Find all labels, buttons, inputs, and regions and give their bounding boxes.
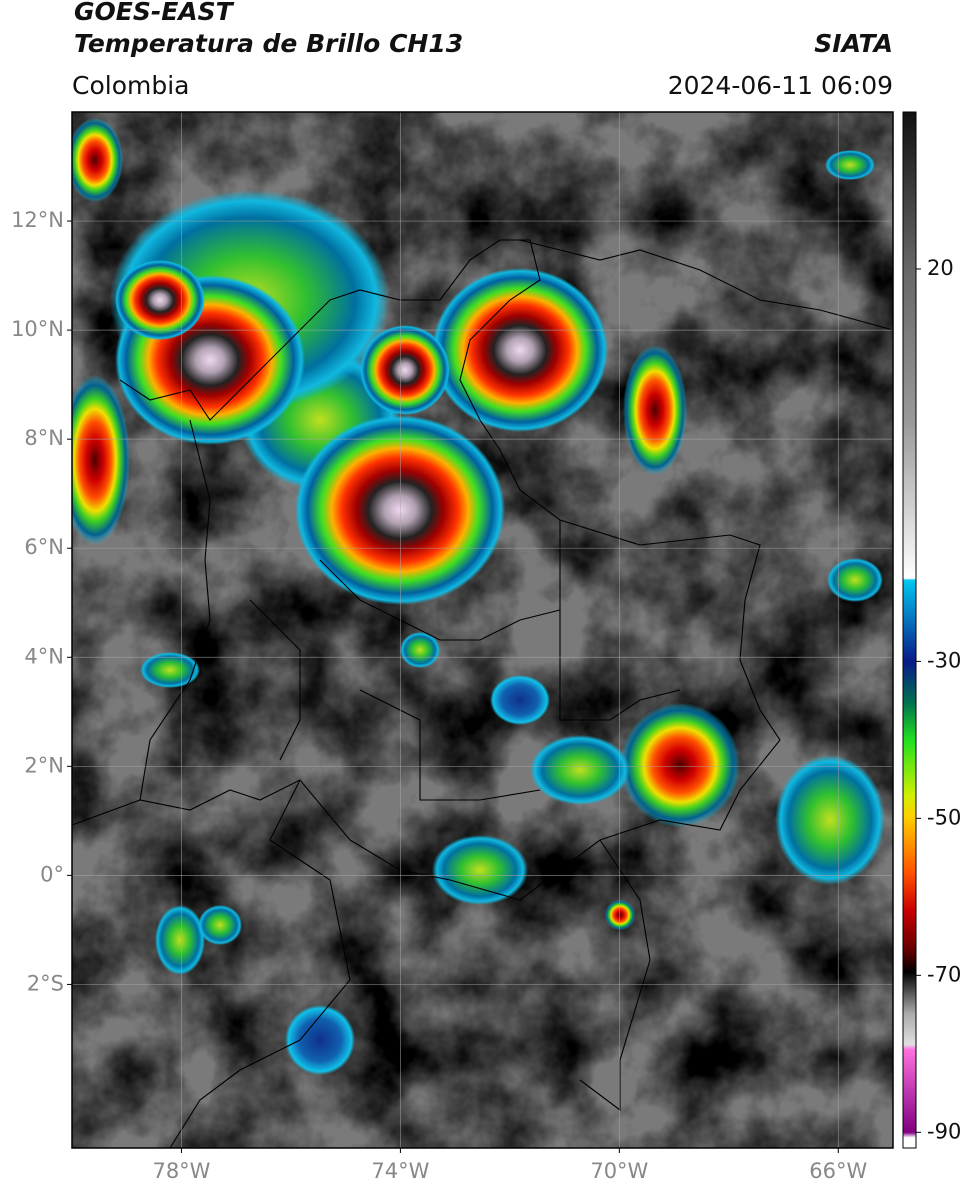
y-tick-label: 8°N [24,426,64,450]
y-tick-label: 2°S [27,971,64,995]
x-tick-label: 70°W [590,1159,648,1183]
y-tick-label: 6°N [24,535,64,559]
y-tick-label: 0° [40,862,64,886]
colorbar-tick-label: -70 [927,962,961,986]
datetime: 2024-06-11 06:09 [668,71,893,100]
boundaries [72,239,893,1148]
colorbar-tick-label: -50 [927,805,961,829]
title: GOES-EAST [74,0,235,26]
convective-cells [72,118,885,1075]
colorbar-tick-label: -90 [927,1119,961,1143]
map-image [72,112,893,1148]
x-tick-label: 66°W [809,1159,867,1183]
brand: SIATA [814,29,893,58]
y-tick-label: 2°N [24,753,64,777]
y-tick-label: 12°N [11,208,64,232]
subtitle: Temperatura de Brillo CH13 [74,29,463,58]
x-tick-label: 74°W [371,1159,429,1183]
ticks: 78°W 74°W 70°W 66°W 12°N 10°N 8°N 6°N 4°N 2°N 0° 2°… [11,208,961,1183]
x-tick-label: 78°W [152,1159,210,1183]
grid [72,112,893,1148]
y-tick-label: 10°N [11,317,64,341]
colorbar [902,111,917,1149]
map-frame [71,111,894,1149]
region: Colombia [72,71,189,100]
colorbar-tick-label: -30 [927,648,961,672]
colorbar-tick-label: 20 [927,256,954,280]
y-tick-label: 4°N [24,644,64,668]
